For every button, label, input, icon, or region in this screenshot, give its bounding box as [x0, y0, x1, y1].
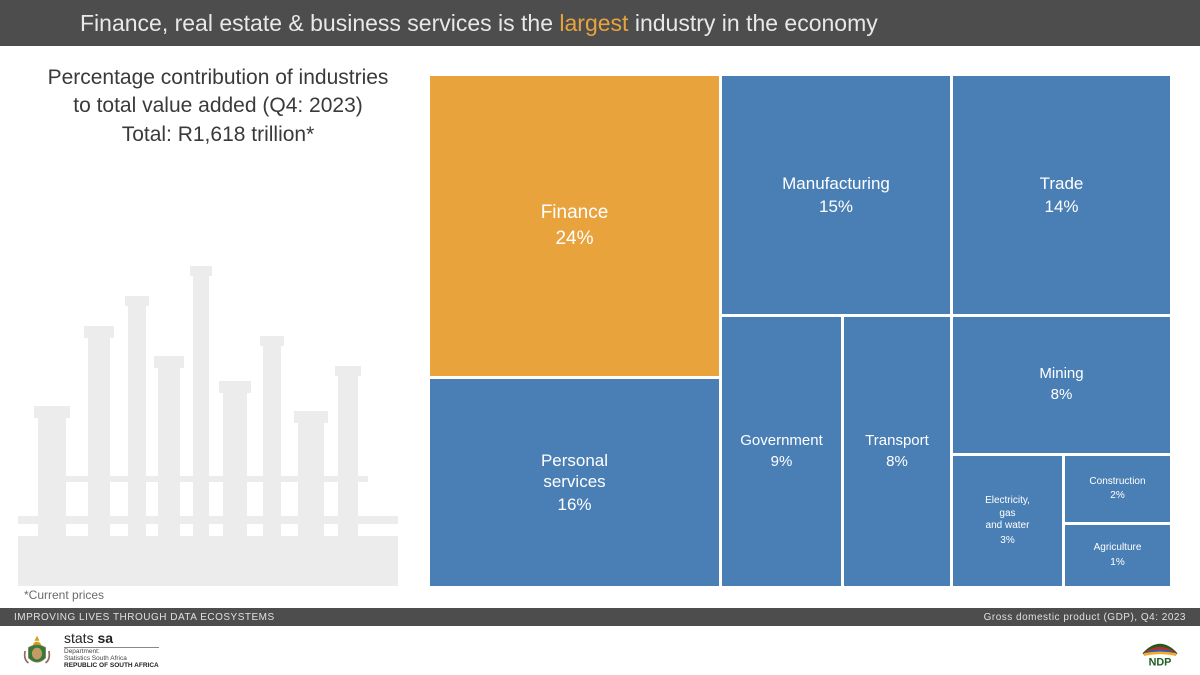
title-bar: Finance, real estate & business services…	[0, 0, 1200, 46]
cell-label: Mining	[1039, 365, 1083, 384]
cell-value: 16%	[557, 494, 591, 515]
page-title: Finance, real estate & business services…	[80, 10, 878, 37]
content-area: Percentage contribution of industries to…	[0, 46, 1200, 605]
cell-value: 3%	[1000, 535, 1014, 548]
cell-value: 14%	[1044, 196, 1078, 217]
subtitle-line2: to total value added (Q4: 2023)	[28, 92, 408, 120]
treemap-cell: Trade14%	[953, 76, 1170, 314]
ndp-logo-icon: NDP	[1140, 633, 1180, 669]
cell-value: 24%	[555, 227, 593, 251]
footer-strip: IMPROVING LIVES THROUGH DATA ECOSYSTEMS …	[0, 608, 1200, 626]
footnote: *Current prices	[24, 588, 104, 602]
cell-value: 8%	[1051, 386, 1073, 405]
title-suffix: industry in the economy	[628, 10, 877, 36]
treemap-cell: Manufacturing15%	[722, 76, 950, 314]
subtitle-line3: Total: R1,618 trillion*	[28, 121, 408, 149]
cell-value: 1%	[1110, 557, 1124, 570]
cell-label: Manufacturing	[782, 173, 890, 194]
cell-label: Finance	[541, 201, 609, 225]
cell-value: 9%	[771, 453, 793, 472]
svg-text:NDP: NDP	[1149, 656, 1172, 668]
cell-value: 15%	[819, 196, 853, 217]
coat-of-arms-icon	[20, 634, 54, 668]
cell-label: Transport	[865, 432, 929, 451]
cell-value: 8%	[886, 453, 908, 472]
treemap-cell: Construction2%	[1065, 456, 1170, 522]
logo-line4: REPUBLIC OF SOUTH AFRICA	[64, 663, 159, 670]
industrial-silhouette-icon	[18, 216, 398, 586]
stats-sa-text: stats sa Department: Statistics South Af…	[64, 631, 159, 669]
treemap-cell: Government 9%	[722, 317, 841, 586]
treemap-chart: Finance24%Personalservices16%Manufacturi…	[430, 76, 1170, 586]
logo-line1: stats sa	[64, 631, 159, 648]
subtitle-line1: Percentage contribution of industries	[28, 64, 408, 92]
title-prefix: Finance, real estate & business services…	[80, 10, 559, 36]
treemap-cell: Transport 8%	[844, 317, 950, 586]
treemap-cell: Personalservices16%	[430, 379, 719, 586]
cell-label: Construction	[1089, 476, 1145, 489]
cell-label: Agriculture	[1094, 542, 1142, 555]
treemap-cell: Electricity,gasand water 3%	[953, 456, 1062, 586]
cell-label: Government	[740, 432, 823, 451]
logo-bar: stats sa Department: Statistics South Af…	[0, 626, 1200, 675]
cell-value: 2%	[1110, 490, 1124, 503]
treemap-cell: Agriculture 1%	[1065, 525, 1170, 586]
cell-label: Electricity,gasand water	[985, 495, 1030, 533]
footer-right-text: Gross domestic product (GDP), Q4: 2023	[984, 612, 1186, 623]
slide: Finance, real estate & business services…	[0, 0, 1200, 675]
subtitle-block: Percentage contribution of industries to…	[28, 64, 408, 149]
cell-label: Personalservices	[541, 450, 608, 493]
stats-sa-logo: stats sa Department: Statistics South Af…	[20, 631, 159, 669]
cell-label: Trade	[1040, 173, 1084, 194]
treemap-cell: Mining 8%	[953, 317, 1170, 453]
treemap-cell: Finance24%	[430, 76, 719, 376]
footer-left-text: IMPROVING LIVES THROUGH DATA ECOSYSTEMS	[14, 612, 275, 623]
title-highlight: largest	[559, 10, 628, 36]
